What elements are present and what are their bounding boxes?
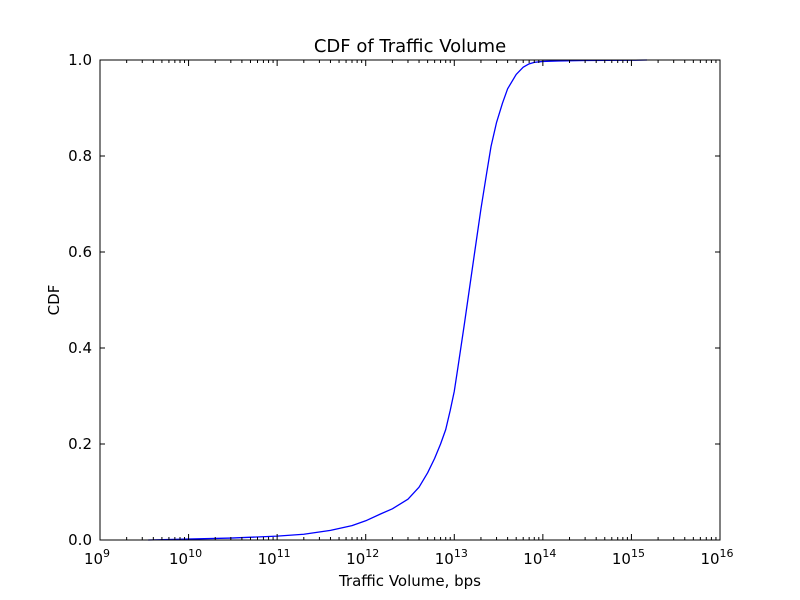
plot-frame — [99, 59, 721, 541]
x-axis-label: Traffic Volume, bps — [338, 572, 481, 590]
x-tick-label: 1012 — [346, 547, 379, 568]
y-tick-label: 0.2 — [68, 435, 92, 453]
x-tick-label: 1013 — [435, 547, 468, 568]
cdf-series-line — [148, 59, 648, 541]
y-tick-label: 0.6 — [68, 243, 92, 261]
x-tick-label: 109 — [84, 547, 110, 568]
x-tick-label: 1011 — [258, 547, 291, 568]
x-tick-label: 1010 — [169, 547, 202, 568]
y-axis-label: CDF — [45, 285, 63, 316]
plot-area — [148, 59, 648, 541]
y-tick-label: 0.8 — [68, 147, 92, 165]
y-tick-label: 0.4 — [68, 339, 92, 357]
axis-ticks: 0.0 0.2 0.4 0.6 0.8 1.0 109 1010 1011 1012 1013 101… — [68, 51, 733, 568]
chart-title: CDF of Traffic Volume — [314, 36, 506, 57]
x-tick-label: 1015 — [612, 547, 645, 568]
y-tick-label: 1.0 — [68, 51, 92, 69]
y-tick-label: 0.0 — [68, 531, 92, 549]
x-tick-label: 1014 — [523, 547, 556, 568]
x-tick-label: 1016 — [700, 547, 733, 568]
